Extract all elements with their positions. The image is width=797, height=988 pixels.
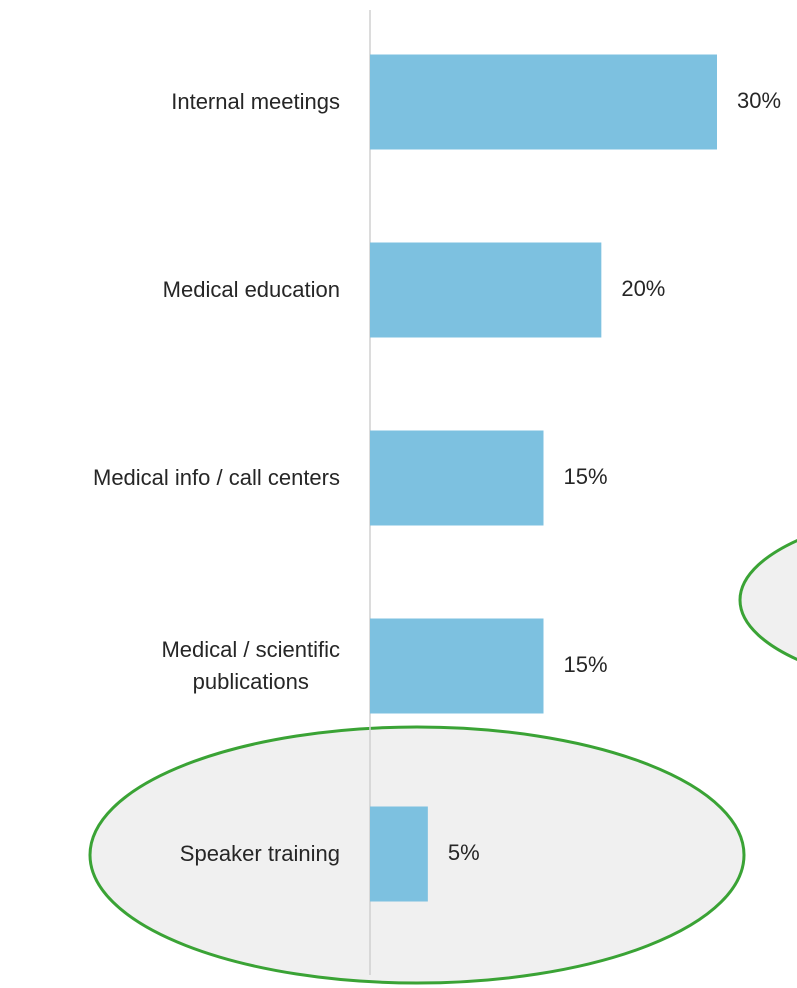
value-label: 20%	[621, 276, 665, 301]
value-label: 30%	[737, 88, 781, 113]
bar	[370, 430, 544, 526]
value-label: 15%	[564, 652, 608, 677]
category-label: Medical education	[162, 277, 340, 302]
category-label: Medical / scientific publications	[161, 637, 340, 694]
bar	[370, 806, 428, 902]
category-label: Speaker training	[179, 841, 340, 866]
category-label: Internal meetings	[171, 89, 340, 114]
bar	[370, 242, 602, 338]
bar	[370, 618, 544, 714]
value-label: 15%	[564, 464, 608, 489]
bar	[370, 54, 717, 150]
category-label: Medical info / call centers	[93, 465, 340, 490]
highlight-ellipse	[738, 539, 797, 661]
value-label: 5%	[448, 840, 480, 865]
